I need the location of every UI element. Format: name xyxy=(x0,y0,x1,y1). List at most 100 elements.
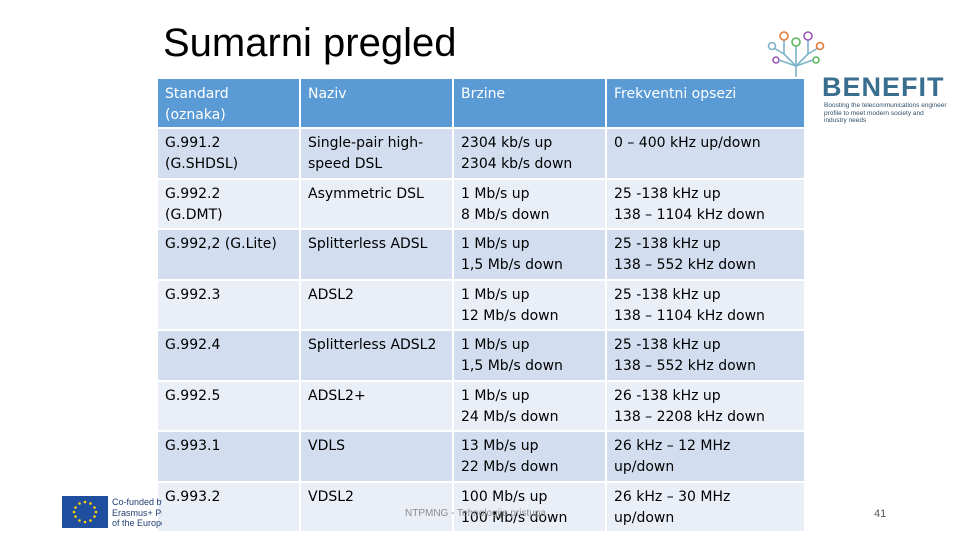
table-cell: G.993.1 xyxy=(156,430,301,483)
table-row: G.992.2 (G.DMT) Asymmetric DSL 1 Mb/s up 8 M… xyxy=(156,177,806,230)
table-cell-text: 26 kHz – 12 MHz xyxy=(614,438,731,454)
table-cell-text: Asymmetric DSL xyxy=(308,185,424,202)
table-row: G.991.2 (G.SHDSL) Single-pair high-speed D… xyxy=(156,127,806,180)
table-cell-text: 1,5 Mb/s down xyxy=(461,257,563,273)
table-cell: G.992.3 xyxy=(156,278,301,331)
table-cell: 13 Mb/s up 22 Mb/s down xyxy=(452,430,607,483)
table-cell: ADSL2 xyxy=(299,278,454,331)
table-cell-text: G.993.1 xyxy=(165,438,221,454)
benefit-logo: BENEFIT Boosting the telecommunications … xyxy=(762,26,947,130)
header-cell: Standard (oznaka) xyxy=(156,77,301,129)
table-cell: 2304 kb/s up 2304 kb/s down xyxy=(452,127,607,180)
table-cell: 1 Mb/s up 1,5 Mb/s down xyxy=(452,228,607,281)
table-cell: G.992.4 xyxy=(156,329,301,382)
table-cell-text: 0 – 400 kHz up/down xyxy=(614,135,761,151)
header-cell-text: Naziv xyxy=(308,86,347,102)
table-header: Standard (oznaka) Naziv Brzine Frekventni op… xyxy=(156,77,806,129)
table-cell: 25 -138 kHz up 138 – 1104 kHz down xyxy=(605,177,806,230)
header-cell: Naziv xyxy=(299,77,454,129)
table-body: G.991.2 (G.SHDSL) Single-pair high-speed D… xyxy=(156,127,806,533)
table-row: G.993.2 VDSL2 100 Mb/s up 100 Mb/s down 26 k… xyxy=(156,480,806,533)
table-row: G.992,2 (G.Lite) Splitterless ADSL 1 Mb/s … xyxy=(156,228,806,281)
header-cell-text: Standard xyxy=(165,86,229,102)
table-cell: ADSL2+ xyxy=(299,379,454,432)
eu-cofunded-text: Co-funded by the Erasmus+ Programme of t… xyxy=(112,497,162,528)
table-cell: 1 Mb/s up 24 Mb/s down xyxy=(452,379,607,432)
logo-tagline: Boosting the telecommunications engineer… xyxy=(824,102,947,124)
table-cell: G.992,2 (G.Lite) xyxy=(156,228,301,281)
table-cell-text: G.991.2 xyxy=(165,135,221,151)
table-cell: Asymmetric DSL xyxy=(299,177,454,230)
table-cell: G.992.5 xyxy=(156,379,301,432)
summary-table: Standard (oznaka) Naziv Brzine Frekventni op… xyxy=(156,77,806,533)
table-cell-text: 138 – 1104 kHz down xyxy=(614,307,765,324)
table-cell-text: 25 -138 kHz up xyxy=(614,185,721,202)
table-cell: 26 -138 kHz up 138 – 2208 kHz down xyxy=(605,379,806,432)
table-cell-text: 100 Mb/s down xyxy=(461,509,568,526)
eu-flag-icon xyxy=(62,496,108,528)
table-cell-text: 1 Mb/s up xyxy=(461,337,530,353)
table-cell: 100 Mb/s up 100 Mb/s down xyxy=(452,480,607,533)
table-cell: G.991.2 (G.SHDSL) xyxy=(156,127,301,180)
table-cell: G.992.2 (G.DMT) xyxy=(156,177,301,230)
table-cell: 26 kHz – 30 MHz up/down xyxy=(605,480,806,533)
table-cell-text: Splitterless ADSL2 xyxy=(308,337,437,353)
table-cell-text: 1 Mb/s up xyxy=(461,286,530,303)
table-cell: VDSL2 xyxy=(299,480,454,533)
table-cell-text: G.992.2 xyxy=(165,185,221,202)
table-cell-text: 138 – 552 kHz down xyxy=(614,358,757,374)
header-row: Standard (oznaka) Naziv Brzine Frekventni op… xyxy=(156,77,806,129)
table-cell: 0 – 400 kHz up/down xyxy=(605,127,806,180)
table-cell-text: G.992.3 xyxy=(165,286,221,303)
table-cell: 1 Mb/s up 12 Mb/s down xyxy=(452,278,607,331)
table-cell-text: ADSL2 xyxy=(308,286,354,303)
table-cell: Single-pair high-speed DSL xyxy=(299,127,454,180)
table-cell-text: 100 Mb/s up xyxy=(461,488,548,505)
table-cell: 1 Mb/s up 1,5 Mb/s down xyxy=(452,329,607,382)
table-cell: Splitterless ADSL xyxy=(299,228,454,281)
table-cell-text: Splitterless ADSL xyxy=(308,236,428,252)
table-cell-text: 138 – 1104 kHz down xyxy=(614,206,765,223)
table-cell-text: 1 Mb/s up xyxy=(461,236,530,252)
table-cell-text: speed DSL xyxy=(308,156,383,172)
table-row: G.993.1 VDLS 13 Mb/s up 22 Mb/s down 26 kHz … xyxy=(156,430,806,483)
table-cell-text: 26 -138 kHz up xyxy=(614,387,721,404)
table-cell-text: 12 Mb/s down xyxy=(461,307,559,324)
header-cell-text: (oznaka) xyxy=(165,107,226,123)
table-cell-text: (G.SHDSL) xyxy=(165,156,239,172)
table-cell-text: 2304 kb/s down xyxy=(461,156,573,172)
table-cell-text: ADSL2+ xyxy=(308,387,366,404)
header-cell: Brzine xyxy=(452,77,607,129)
table-cell-text: G.992.4 xyxy=(165,337,221,353)
table-cell-text: 25 -138 kHz up xyxy=(614,337,721,353)
table-cell-text: G.993.2 xyxy=(165,488,221,505)
eu-cofunded-logo: Co-funded by the Erasmus+ Programme of t… xyxy=(62,496,162,530)
header-cell-text: Brzine xyxy=(461,86,506,102)
table-cell-text: 22 Mb/s down xyxy=(461,459,559,475)
table-cell-text: VDLS xyxy=(308,438,346,454)
header-cell-text: Frekventni opsezi xyxy=(614,86,737,102)
table-cell-text: 24 Mb/s down xyxy=(461,408,559,425)
table-cell-text: (G.DMT) xyxy=(165,206,223,223)
table-row: G.992.4 Splitterless ADSL2 1 Mb/s up 1,5 Mb… xyxy=(156,329,806,382)
table-cell-text: 8 Mb/s down xyxy=(461,206,550,223)
table-cell-text: G.992,2 (G.Lite) xyxy=(165,236,277,252)
table-row: G.992.5 ADSL2+ 1 Mb/s up 24 Mb/s down 26 -13… xyxy=(156,379,806,432)
table-cell: 26 kHz – 12 MHz up/down xyxy=(605,430,806,483)
table-cell-text: 13 Mb/s up xyxy=(461,438,539,454)
header-cell: Frekventni opsezi xyxy=(605,77,806,129)
logo-wordmark: BENEFIT xyxy=(822,72,945,102)
table-cell-text: 1 Mb/s up xyxy=(461,185,530,202)
table-cell-text: 138 – 2208 kHz down xyxy=(614,408,765,425)
table-cell-text: Single-pair high- xyxy=(308,135,424,151)
table-cell: 1 Mb/s up 8 Mb/s down xyxy=(452,177,607,230)
table-cell-text: 1,5 Mb/s down xyxy=(461,358,563,374)
table-cell-text: up/down xyxy=(614,459,675,475)
table-cell: 25 -138 kHz up 138 – 552 kHz down xyxy=(605,329,806,382)
table-cell: Splitterless ADSL2 xyxy=(299,329,454,382)
table-cell-text: 25 -138 kHz up xyxy=(614,236,721,252)
table-cell: 25 -138 kHz up 138 – 552 kHz down xyxy=(605,228,806,281)
table-row: G.992.3 ADSL2 1 Mb/s up 12 Mb/s down 25 -138… xyxy=(156,278,806,331)
table-cell-text: up/down xyxy=(614,509,675,526)
table-cell-text: 1 Mb/s up xyxy=(461,387,530,404)
